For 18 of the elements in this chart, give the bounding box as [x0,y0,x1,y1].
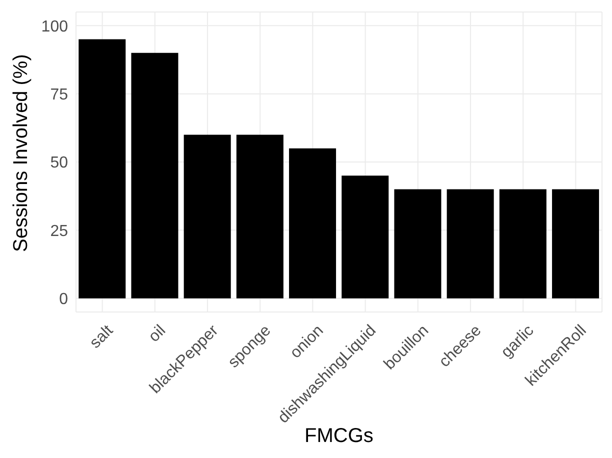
bar [236,134,284,298]
bar [342,176,389,298]
y-tick-label: 25 [50,222,68,240]
bar [499,189,546,298]
bar [78,39,126,298]
x-tick-label: salt [86,322,117,352]
bar [131,52,178,298]
y-tick-label: 100 [41,18,68,36]
bar [552,189,600,298]
bar [446,189,494,298]
bar [184,134,231,298]
bar [289,148,336,298]
y-tick-label: 0 [59,291,68,308]
y-tick-label: 75 [50,86,68,104]
y-tick-label: 50 [50,154,68,172]
bar [394,189,442,298]
x-axis-title: FMCGs [304,425,374,447]
y-axis-title: Sessions Involved (%) [10,54,32,252]
